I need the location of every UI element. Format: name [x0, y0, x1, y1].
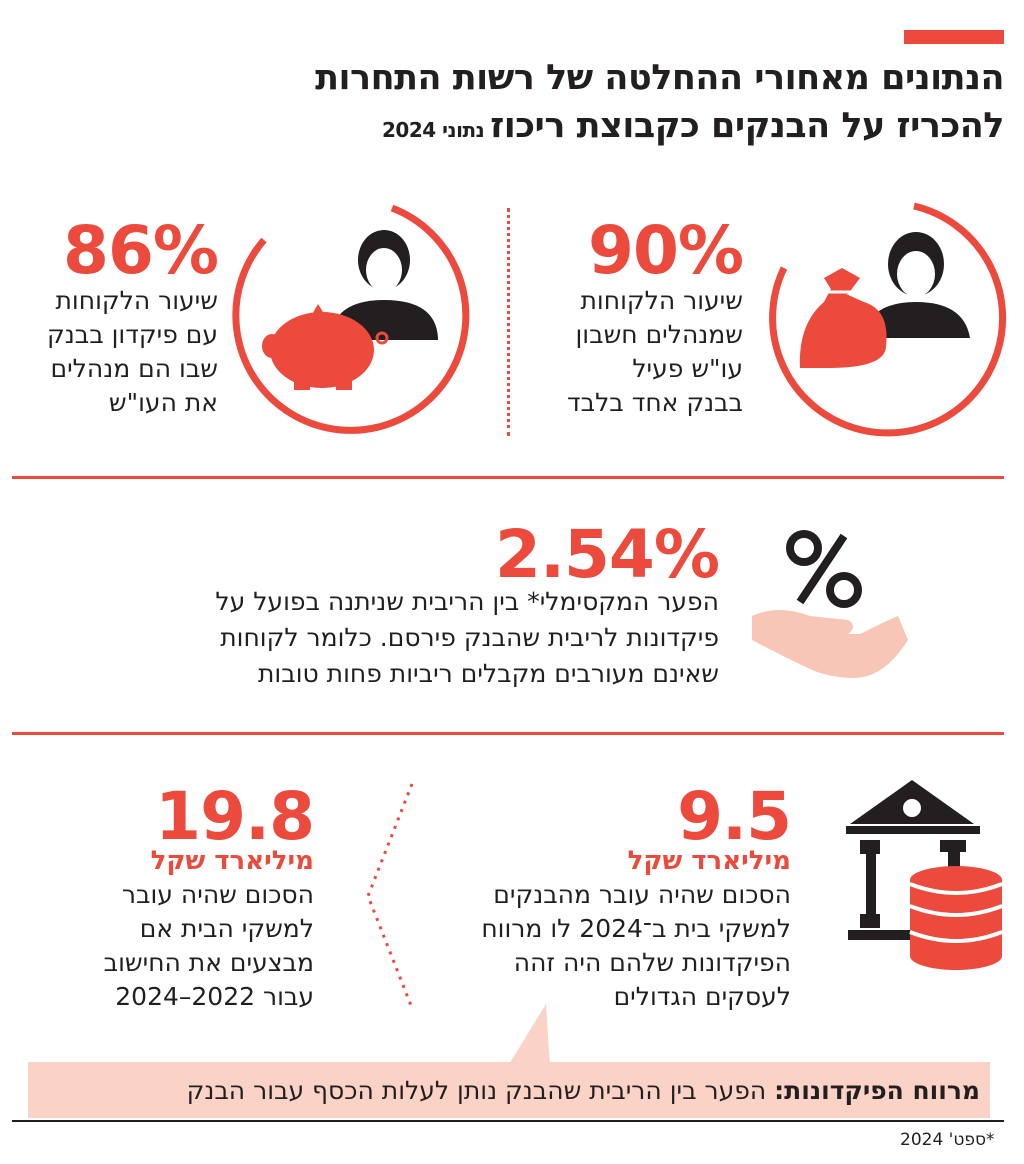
transfer-2024-value: 9.5 [677, 778, 792, 855]
page-title: הנתונים מאחורי ההחלטה של רשות התחרות [315, 58, 1004, 98]
section-divider-dotted [507, 208, 510, 436]
callout-text: הפער בין הריבית שהבנק נותן לעלות הכסף עב… [186, 1076, 767, 1105]
data-year-note: נתוני 2024 [382, 118, 485, 142]
bottom-rule [12, 1120, 1004, 1122]
max-gap-value: 2.54% [495, 516, 720, 593]
transfer-2022-2024-value: 19.8 [155, 778, 315, 855]
accent-bar [904, 30, 1004, 44]
deposit-same-bank-value: 86% [63, 212, 219, 289]
woman-with-money-bag-icon [769, 202, 1007, 437]
transfer-2024-description: הסכום שהיה עובר מהבנקים למשקי בית ב־2024… [481, 880, 791, 1011]
single-bank-description: שיעור הלקוחות שמנהלים חשבון עו"ש פעיל בב… [566, 286, 743, 417]
callout-pointer [508, 1004, 550, 1066]
max-gap-description: הפער המקסימלי* בין הריבית שניתנה בפועל ע… [215, 587, 719, 688]
footnote: *ספט' 2024 [900, 1130, 995, 1150]
transfer-2024-unit: מיליארד שקל [627, 846, 791, 876]
divider-line-2 [12, 732, 1004, 735]
transfer-2022-2024-description: הסכום שהיה עובר למשקי הבית אם מבצעים את … [103, 880, 314, 1011]
bank-coins-icon [846, 780, 1003, 970]
page-title-line2: להכריז על הבנקים כקבוצת ריכוזנתוני 2024 [382, 102, 1004, 154]
callout-label: מרווח הפיקדונות: [774, 1076, 980, 1105]
deposit-spread-callout [28, 1062, 990, 1118]
percent-hand-icon [752, 530, 908, 678]
divider-line-1 [12, 476, 1004, 479]
transfer-2022-2024-unit: מיליארד שקל [150, 846, 314, 876]
deposit-same-bank-description: שיעור הלקוחות עם פיקדון בבנק שבו הם מנהל… [47, 286, 218, 417]
page-title-line2-text: להכריז על הבנקים כקבוצת ריכוז [490, 106, 1004, 146]
chevron-divider-dotted [366, 783, 414, 1009]
man-with-piggy-bank-icon [232, 204, 470, 434]
single-bank-value: 90% [588, 212, 744, 289]
deposit-spread-definition: מרווח הפיקדונות: הפער בין הריבית שהבנק נ… [187, 1074, 980, 1108]
